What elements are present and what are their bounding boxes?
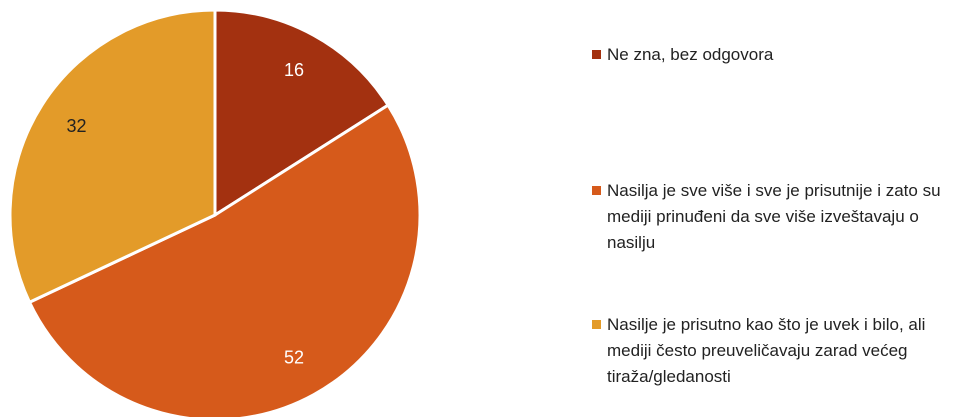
data-label: 52 (284, 347, 304, 367)
legend-swatch (592, 320, 601, 329)
pie-slice (27, 103, 422, 417)
legend-label: Ne zna, bez odgovora (607, 45, 774, 64)
pie-slice (8, 8, 217, 305)
legend-swatch (592, 50, 601, 59)
legend-item: Nasilja je sve više i sve je prisutnije … (592, 178, 952, 256)
legend-label: Nasilja je sve više i sve je prisutnije … (607, 181, 941, 252)
data-label: 32 (67, 116, 87, 136)
pie-slice (213, 8, 391, 218)
legend-swatch (592, 186, 601, 195)
legend-item: Ne zna, bez odgovora (592, 42, 952, 68)
legend-item: Nasilje je prisutno kao što je uvek i bi… (592, 312, 952, 390)
legend-label: Nasilje je prisutno kao što je uvek i bi… (607, 315, 926, 386)
data-label: 16 (284, 60, 304, 80)
